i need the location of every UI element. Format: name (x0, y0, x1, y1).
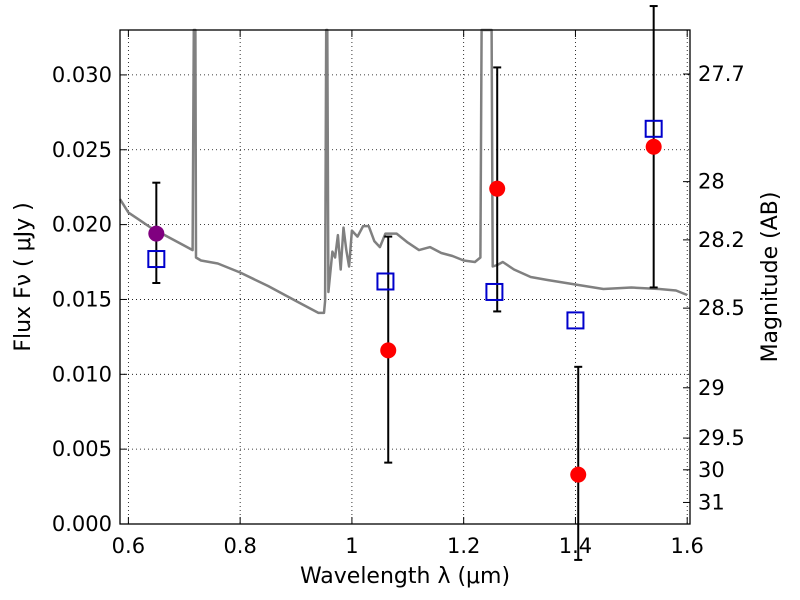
right-tick-label: 30 (698, 458, 725, 482)
right-tick-label: 29 (698, 376, 725, 400)
data-point (489, 180, 506, 197)
data-point (148, 225, 165, 242)
y-axis-left: 0.000 0.005 0.010 0.015 0.020 0.025 0.030 (52, 63, 127, 536)
y-tick-label: 0.025 (52, 138, 112, 162)
right-tick-label: 28.2 (698, 228, 745, 252)
plot-frame (119, 29, 691, 525)
x-axis-label: Wavelength λ (μm) (300, 564, 510, 589)
y-tick-label: 0.005 (52, 437, 112, 461)
x-tick-label: 1.4 (559, 534, 592, 558)
y-axis-right-label: Magnitude (AB) (758, 192, 783, 363)
model-point (566, 311, 585, 330)
model-point (376, 272, 395, 291)
x-axis: 0.6 0.8 1 1.2 1.4 1.6 (112, 30, 704, 558)
model-point (485, 282, 504, 301)
right-tick-label: 31 (698, 490, 725, 514)
y-tick-label: 0.010 (52, 362, 112, 386)
x-tick-label: 0.8 (223, 534, 256, 558)
x-tick-label: 1 (345, 534, 358, 558)
data-point (380, 342, 397, 359)
model-point (147, 250, 166, 269)
model-spectrum (118, 28, 688, 315)
spectrum-line (118, 28, 688, 315)
y-tick-label: 0.030 (52, 63, 112, 87)
y-tick-label: 0.020 (52, 213, 112, 237)
data-markers (147, 119, 663, 483)
right-tick-label: 29.5 (698, 426, 745, 450)
x-tick-label: 0.6 (112, 534, 145, 558)
gridlines (120, 30, 690, 525)
y-axis-label: Flux Fν ( μJy ) (11, 202, 36, 351)
y-tick-label: 0.000 (52, 512, 112, 536)
x-tick-label: 1.2 (447, 534, 480, 558)
data-point (570, 466, 587, 483)
right-tick-label: 28 (698, 170, 725, 194)
right-tick-label: 27.7 (698, 62, 745, 86)
data-point (645, 138, 662, 155)
right-tick-label: 28.5 (698, 296, 745, 320)
x-tick-label: 1.6 (671, 534, 704, 558)
y-tick-label: 0.015 (52, 287, 112, 311)
model-point (644, 119, 663, 138)
y-axis-right: 27.7 28 28.2 28.5 29 29.5 30 31 (683, 62, 745, 514)
